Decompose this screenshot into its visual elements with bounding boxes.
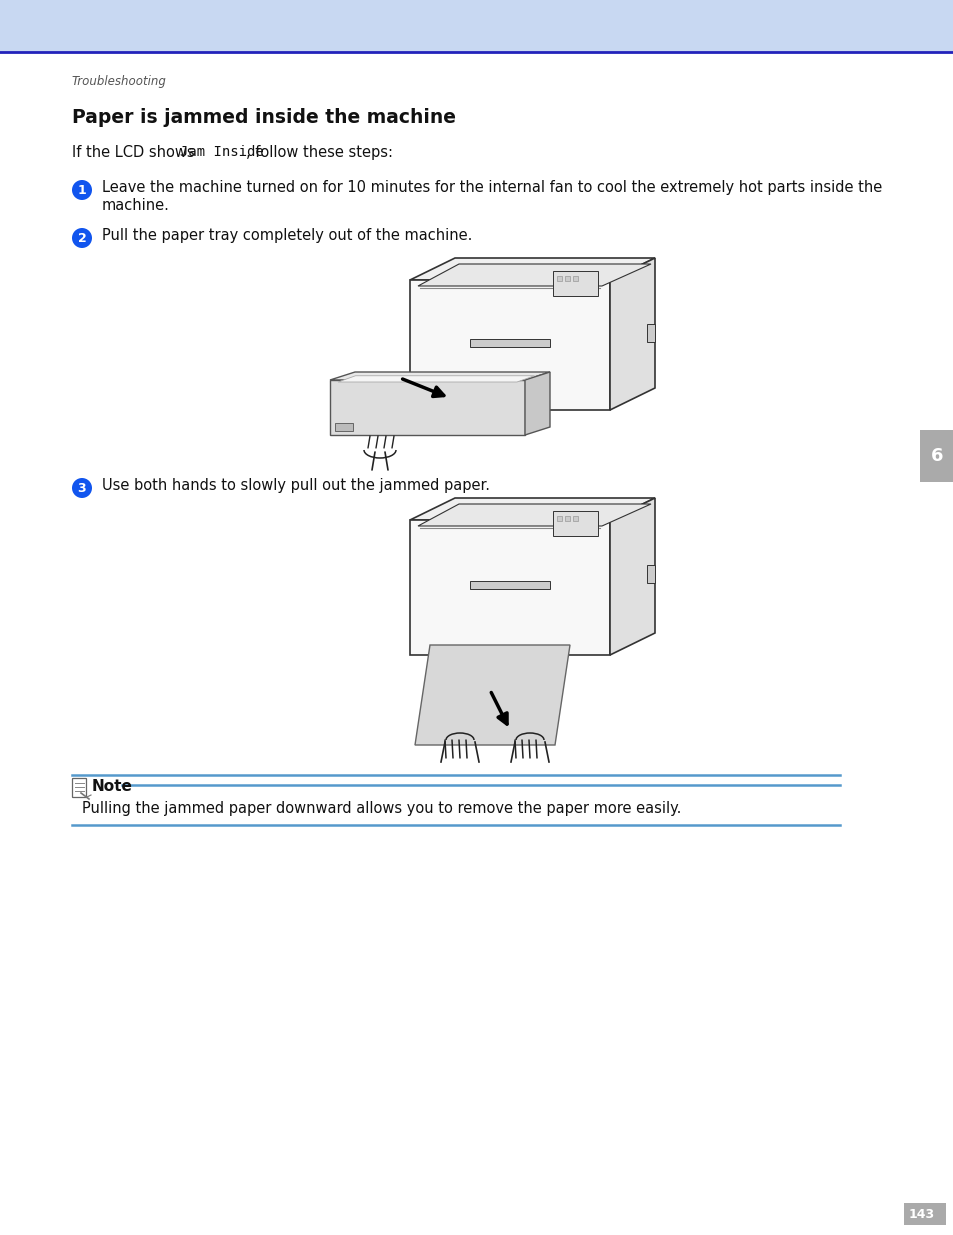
Text: machine.: machine.	[102, 198, 170, 212]
Circle shape	[71, 180, 91, 200]
Polygon shape	[609, 498, 655, 655]
Bar	[557, 516, 562, 521]
Bar	[903, 1203, 945, 1225]
Bar	[646, 564, 655, 583]
Text: Leave the machine turned on for 10 minutes for the internal fan to cool the extr: Leave the machine turned on for 10 minut…	[102, 180, 882, 195]
Text: Pull the paper tray completely out of the machine.: Pull the paper tray completely out of th…	[102, 228, 472, 243]
Polygon shape	[524, 372, 550, 435]
Bar	[553, 270, 598, 296]
Bar	[470, 338, 550, 347]
Bar	[565, 516, 570, 521]
Text: Jam Inside: Jam Inside	[180, 144, 263, 159]
Text: If the LCD shows: If the LCD shows	[71, 144, 199, 161]
Text: 143: 143	[908, 1208, 934, 1220]
Bar	[573, 275, 578, 282]
Circle shape	[71, 478, 91, 498]
Text: Use both hands to slowly pull out the jammed paper.: Use both hands to slowly pull out the ja…	[102, 478, 490, 493]
Polygon shape	[330, 380, 524, 435]
Text: 2: 2	[77, 231, 87, 245]
Bar	[565, 275, 570, 282]
Text: , follow these steps:: , follow these steps:	[246, 144, 393, 161]
Polygon shape	[410, 498, 655, 520]
Text: 1: 1	[77, 184, 87, 196]
Bar	[919, 430, 953, 482]
Polygon shape	[417, 264, 650, 287]
Bar	[470, 580, 550, 589]
Polygon shape	[415, 645, 569, 745]
Polygon shape	[410, 258, 655, 280]
Text: Note: Note	[91, 779, 132, 794]
Polygon shape	[337, 375, 534, 382]
Text: Troubleshooting: Troubleshooting	[71, 75, 167, 88]
Text: 3: 3	[77, 482, 86, 494]
Polygon shape	[410, 280, 609, 410]
Text: 6: 6	[930, 447, 943, 466]
Text: Paper is jammed inside the machine: Paper is jammed inside the machine	[71, 107, 456, 127]
Bar	[335, 424, 353, 431]
Circle shape	[71, 228, 91, 248]
Polygon shape	[330, 372, 550, 380]
Polygon shape	[410, 520, 609, 655]
Bar	[646, 324, 655, 342]
Polygon shape	[417, 504, 650, 526]
Bar	[573, 516, 578, 521]
FancyBboxPatch shape	[72, 778, 87, 798]
Bar	[553, 511, 598, 536]
Text: Pulling the jammed paper downward allows you to remove the paper more easily.: Pulling the jammed paper downward allows…	[82, 802, 680, 816]
Polygon shape	[609, 258, 655, 410]
Bar	[0, 0, 953, 52]
Bar	[557, 275, 562, 282]
